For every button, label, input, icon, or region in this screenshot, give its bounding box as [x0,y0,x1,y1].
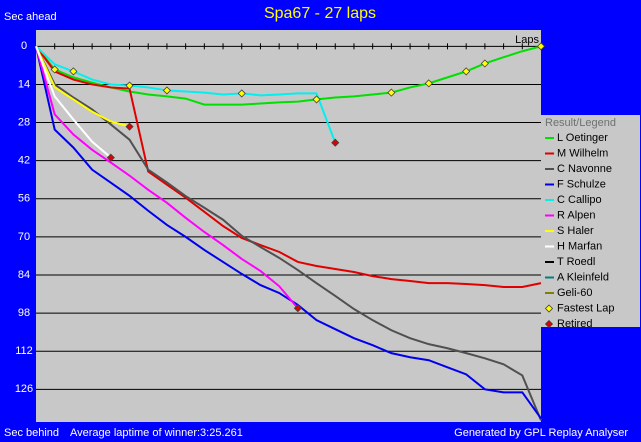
series-line [35,46,542,420]
legend-box [541,115,640,327]
plot-area [36,30,541,422]
y-tick-label: 28 [18,116,30,128]
marker [293,304,302,313]
y-tick-label: 70 [18,231,30,243]
marker [162,86,171,95]
y-label-bottom: Sec behind [4,427,59,439]
marker [424,79,433,88]
series-line [35,45,542,288]
y-tick-label: 98 [18,307,30,319]
legend-label: Fastest Lap [557,302,614,314]
series-line [35,45,112,159]
marker [125,122,134,131]
legend-label: M Wilhelm [557,147,608,159]
y-tick-label: 56 [18,193,30,205]
marker [125,81,134,90]
legend-label: C Callipo [557,194,602,206]
y-tick-label: 126 [15,383,33,395]
legend-swatch [544,319,554,329]
marker [69,67,78,76]
legend-label: A Kleinfeld [557,271,609,283]
y-tick-label: 42 [18,155,30,167]
y-tick-label: 14 [18,78,30,90]
legend-label: Geli-60 [557,287,592,299]
marker [237,89,246,98]
y-label-top: Sec ahead [4,11,57,23]
marker [387,88,396,97]
legend-swatch [544,304,554,313]
footer-left: Average laptime of winner:3:25.261 [70,427,243,439]
footer-right: Generated by GPL Replay Analyser [454,427,628,439]
legend-label: C Navonne [557,163,612,175]
y-tick-label: 0 [21,40,27,52]
x-label: Laps [515,34,539,46]
y-tick-label: 112 [15,345,33,357]
marker [536,42,546,51]
series-line [35,45,542,106]
legend-label: S Haler [557,225,594,237]
marker [462,67,471,76]
marker [312,95,321,104]
chart-title: Spa67 - 27 laps [264,5,376,22]
series-line [35,45,130,128]
legend-label: R Alpen [557,209,596,221]
marker [331,138,340,147]
marker [480,59,489,68]
series-line [35,45,337,144]
marker [50,65,59,74]
marker [106,153,115,162]
legend-label: Retired [557,318,592,330]
legend-label: F Schulze [557,178,606,190]
series-line [35,45,542,421]
legend-label: T Roedl [557,256,595,268]
legend-label: L Oetinger [557,132,608,144]
legend-label: H Marfan [557,240,602,252]
series-line [35,46,299,309]
legend-title: Result/Legend [545,117,616,129]
y-tick-label: 84 [18,269,30,281]
